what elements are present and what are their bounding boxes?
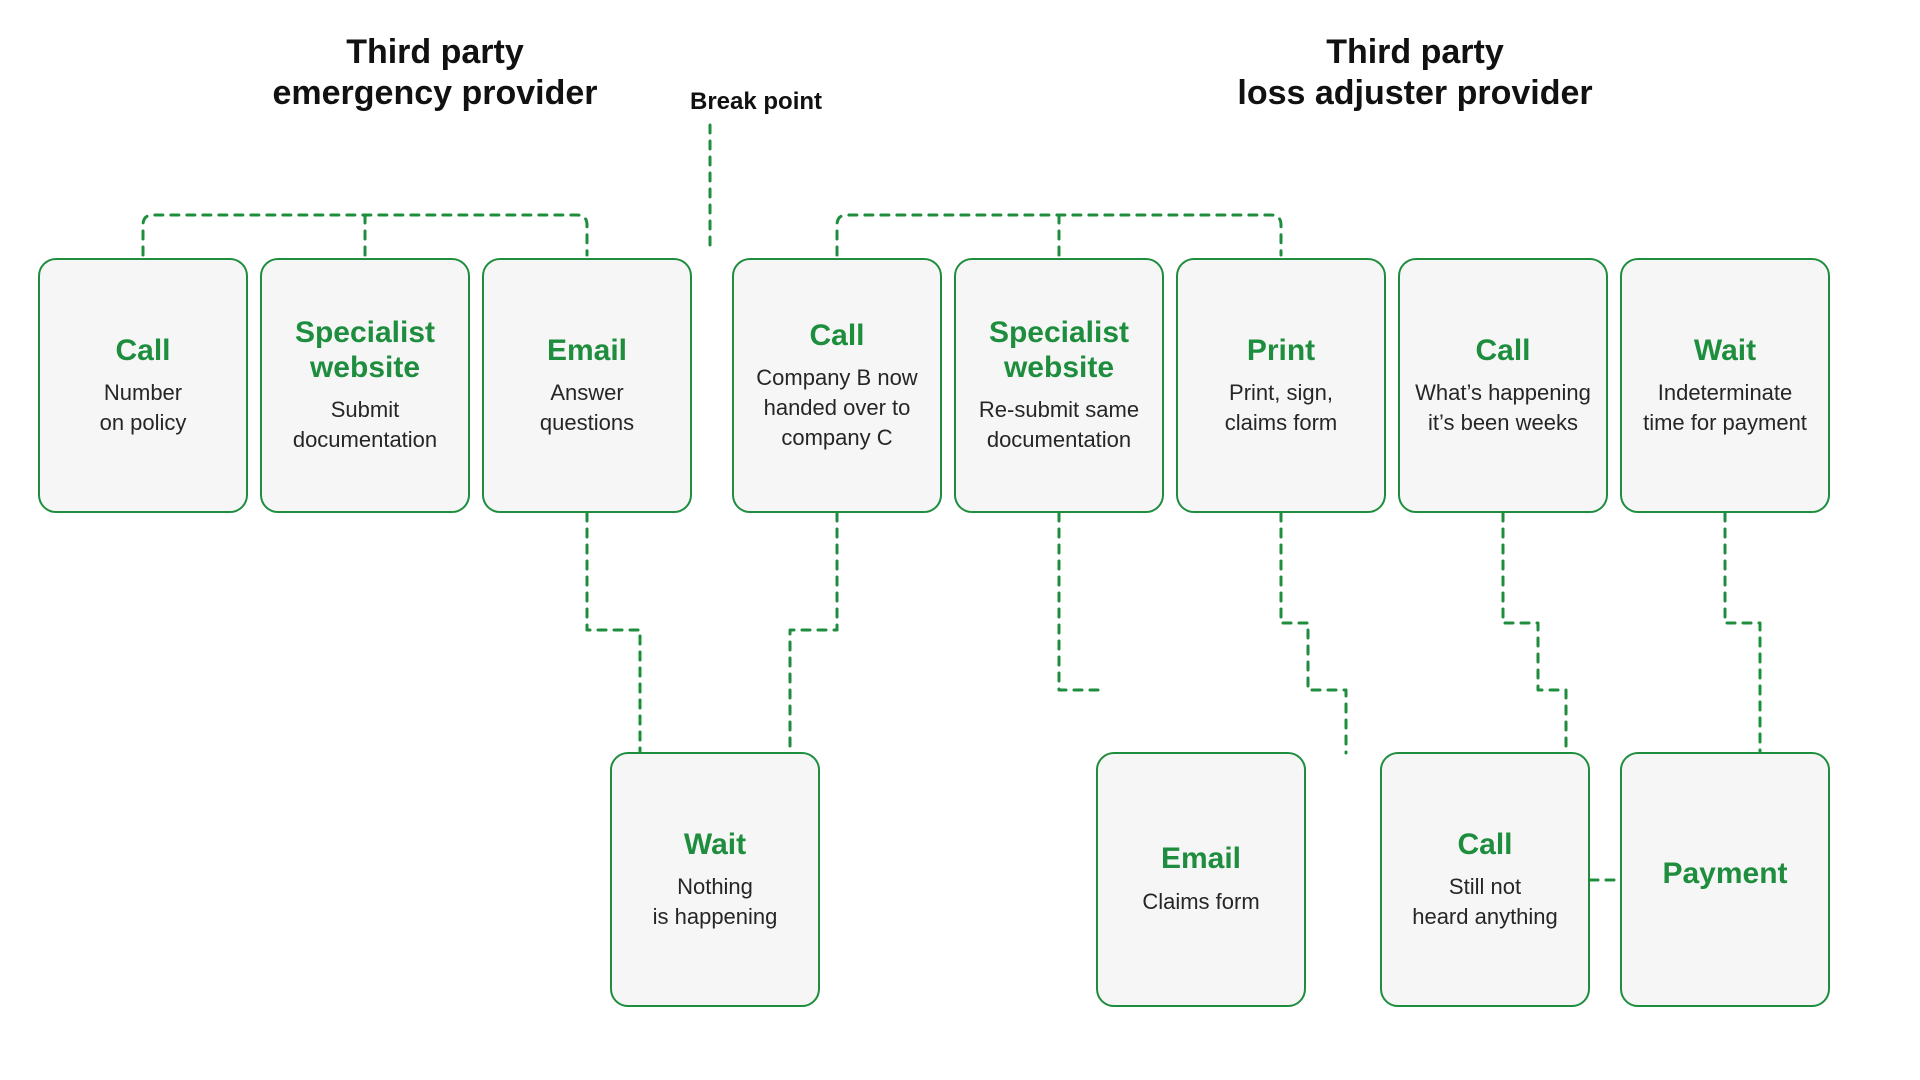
card-wait2: Wait Indeterminatetime for payment [1620, 258, 1830, 513]
card-call4-body: Still notheard anything [1412, 872, 1558, 931]
card-print-body: Print, sign,claims form [1225, 378, 1337, 437]
card-spec2-body: Re-submit samedocumentation [979, 395, 1139, 454]
card-call3: Call What’s happeningit’s been weeks [1398, 258, 1608, 513]
card-call2-body: Company B nowhanded over tocompany C [756, 363, 917, 452]
card-wait2-title: Wait [1694, 334, 1756, 369]
card-spec1-title: Specialistwebsite [295, 316, 435, 385]
card-email1-title: Email [547, 334, 627, 369]
card-call4-title: Call [1457, 828, 1512, 863]
card-call1-title: Call [115, 334, 170, 369]
card-print-title: Print [1247, 334, 1315, 369]
card-email1: Email Answerquestions [482, 258, 692, 513]
card-call3-title: Call [1475, 334, 1530, 369]
card-wait2-body: Indeterminatetime for payment [1643, 378, 1807, 437]
card-print: Print Print, sign,claims form [1176, 258, 1386, 513]
heading-emergency-provider: Third party emergency provider [255, 32, 615, 114]
card-call4: Call Still notheard anything [1380, 752, 1590, 1007]
card-call2-title: Call [809, 319, 864, 354]
card-email2-title: Email [1161, 842, 1241, 877]
card-spec2-title: Specialistwebsite [989, 316, 1129, 385]
card-payment-title: Payment [1662, 857, 1787, 892]
card-wait1-body: Nothingis happening [653, 872, 778, 931]
card-spec1: Specialistwebsite Submitdocumentation [260, 258, 470, 513]
card-wait1: Wait Nothingis happening [610, 752, 820, 1007]
heading-loss-line2: loss adjuster provider [1237, 74, 1592, 112]
card-spec2: Specialistwebsite Re-submit samedocumenta… [954, 258, 1164, 513]
card-payment: Payment [1620, 752, 1830, 1007]
card-call2: Call Company B nowhanded over tocompany C [732, 258, 942, 513]
card-email2-body: Claims form [1142, 887, 1259, 917]
card-call1-body: Numberon policy [100, 378, 187, 437]
heading-loss-adjuster-provider: Third party loss adjuster provider [1215, 32, 1615, 114]
card-spec1-body: Submitdocumentation [293, 395, 437, 454]
card-call3-body: What’s happeningit’s been weeks [1415, 378, 1591, 437]
card-wait1-title: Wait [684, 828, 746, 863]
heading-emergency-line2: emergency provider [272, 74, 597, 112]
heading-loss-line1: Third party [1326, 33, 1504, 71]
break-point-label: Break point [690, 88, 822, 116]
card-email1-body: Answerquestions [540, 378, 634, 437]
heading-emergency-line1: Third party [346, 33, 524, 71]
card-email2: Email Claims form [1096, 752, 1306, 1007]
card-call1: Call Numberon policy [38, 258, 248, 513]
